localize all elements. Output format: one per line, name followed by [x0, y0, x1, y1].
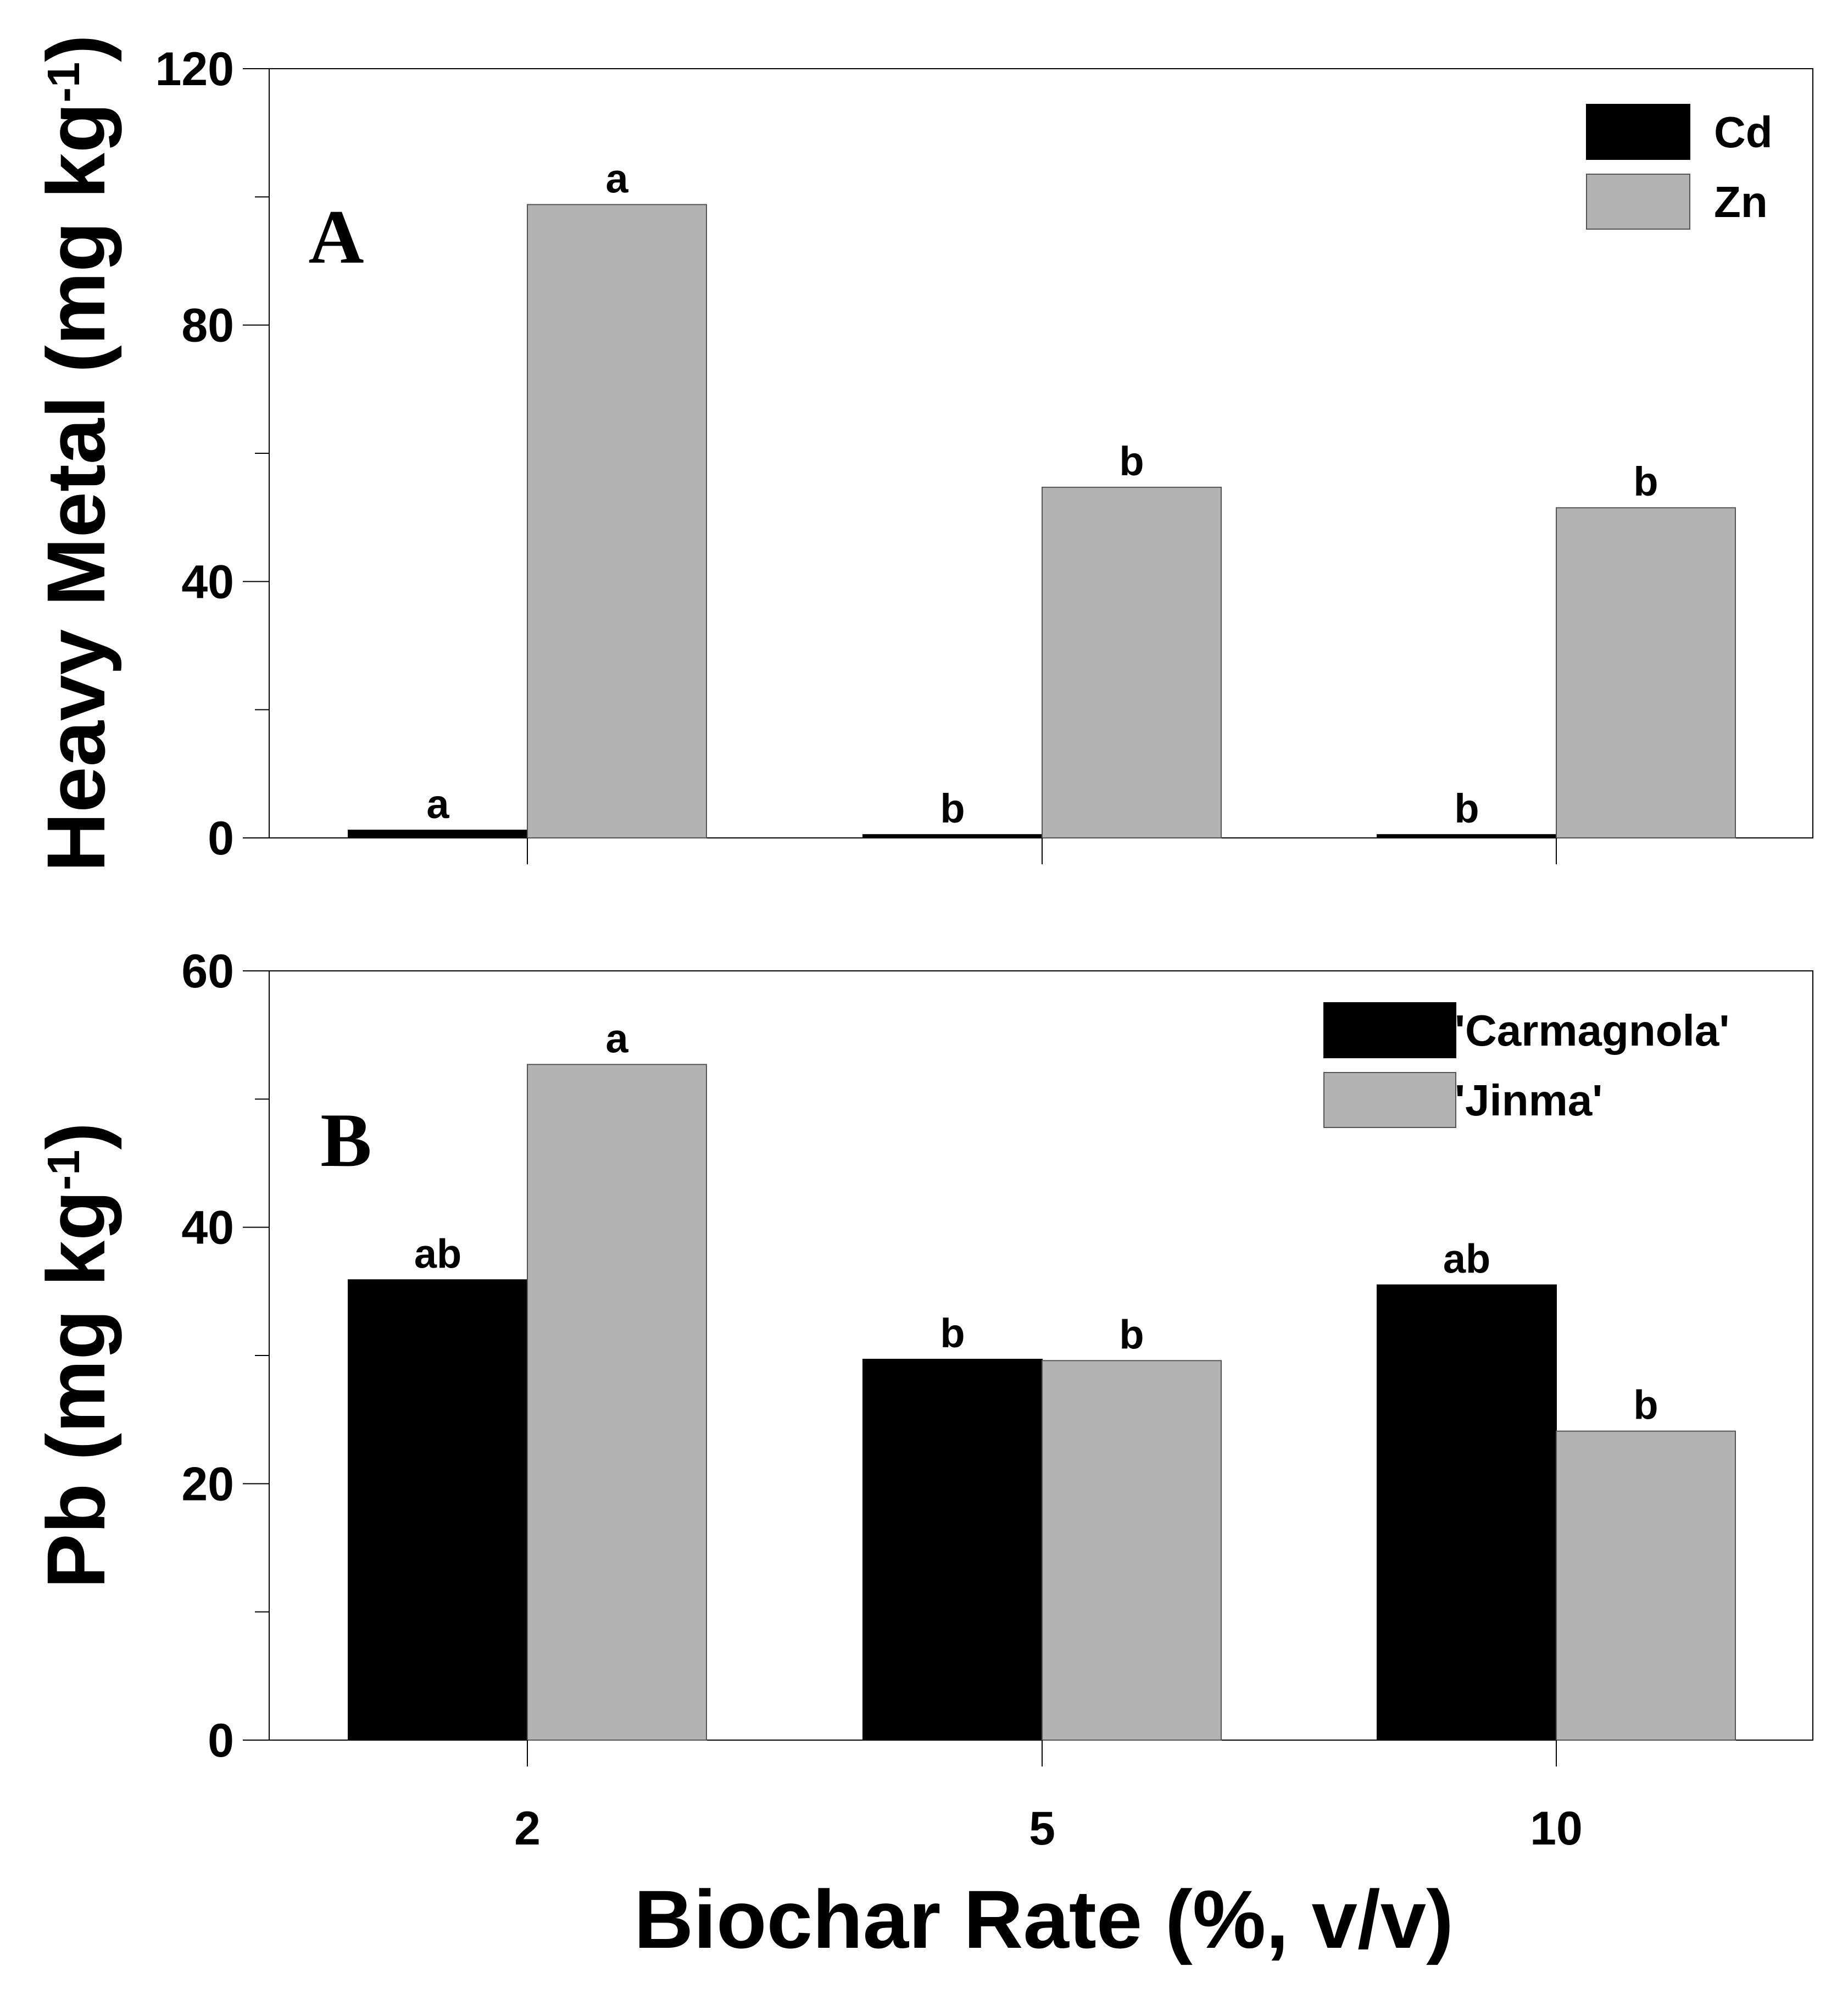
- y-axis-title: Heavy Metal (mg kg-1): [30, 35, 122, 872]
- y-tick-label: 80: [181, 299, 234, 352]
- y-tick-label: 20: [181, 1458, 234, 1510]
- bar-series1: [1377, 1284, 1557, 1741]
- bar-series1: [348, 830, 528, 838]
- bar-series2: [1042, 486, 1222, 838]
- bar-series2: [1556, 507, 1736, 838]
- y-axis-title: Pb (mg kg-1): [30, 1123, 122, 1589]
- legend-label: Cd: [1714, 108, 1773, 157]
- y-tick-label: 0: [208, 812, 234, 865]
- bar-significance-label: a: [426, 781, 449, 827]
- legend-swatch: [1323, 1072, 1456, 1128]
- y-tick-label: 60: [181, 945, 234, 998]
- legend-label: 'Jinma': [1455, 1076, 1602, 1125]
- bar-significance-label: b: [1633, 1382, 1658, 1428]
- bar-series1: [862, 834, 1043, 838]
- bar-series2: [527, 204, 707, 838]
- panel-letter: B: [320, 1098, 371, 1183]
- y-tick-label: 120: [155, 43, 235, 96]
- bar-significance-label: b: [940, 786, 965, 831]
- bar-significance-label: b: [1454, 786, 1479, 831]
- bar-significance-label: b: [1633, 459, 1658, 504]
- legend-swatch: [1323, 1002, 1456, 1058]
- bar-significance-label: ab: [414, 1231, 461, 1276]
- y-tick-label: 0: [208, 1714, 234, 1767]
- bar-series2: [1556, 1430, 1736, 1741]
- bar-series1: [862, 1359, 1043, 1741]
- bar-significance-label: b: [940, 1310, 965, 1356]
- bar-series2: [527, 1064, 707, 1741]
- x-tick-label: 2: [514, 1802, 541, 1855]
- panel-letter: A: [308, 195, 364, 280]
- bar-significance-label: a: [605, 155, 628, 201]
- legend-label: 'Carmagnola': [1455, 1006, 1729, 1055]
- bar-series1: [1377, 834, 1557, 838]
- bar-series2: [1042, 1360, 1222, 1741]
- y-tick-label: 40: [181, 1202, 234, 1254]
- legend-label: Zn: [1714, 177, 1768, 226]
- legend-swatch: [1586, 174, 1690, 230]
- x-axis-title: Biochar Rate (%, v/v): [634, 1873, 1454, 1965]
- legend-swatch: [1586, 104, 1690, 160]
- bar-significance-label: b: [1119, 1312, 1144, 1357]
- panel-a-chart: 0 40 80 120 a b b a b b A Cd Zn Heavy Metal (mg kg-1): [30, 35, 1813, 872]
- bar-series1: [348, 1279, 528, 1741]
- x-tick-label: 10: [1530, 1802, 1583, 1855]
- bar-significance-label: ab: [1443, 1236, 1490, 1282]
- bar-significance-label: b: [1119, 438, 1144, 484]
- y-tick-label: 40: [181, 555, 234, 608]
- bar-significance-label: a: [605, 1015, 628, 1061]
- x-tick-label: 5: [1029, 1802, 1055, 1855]
